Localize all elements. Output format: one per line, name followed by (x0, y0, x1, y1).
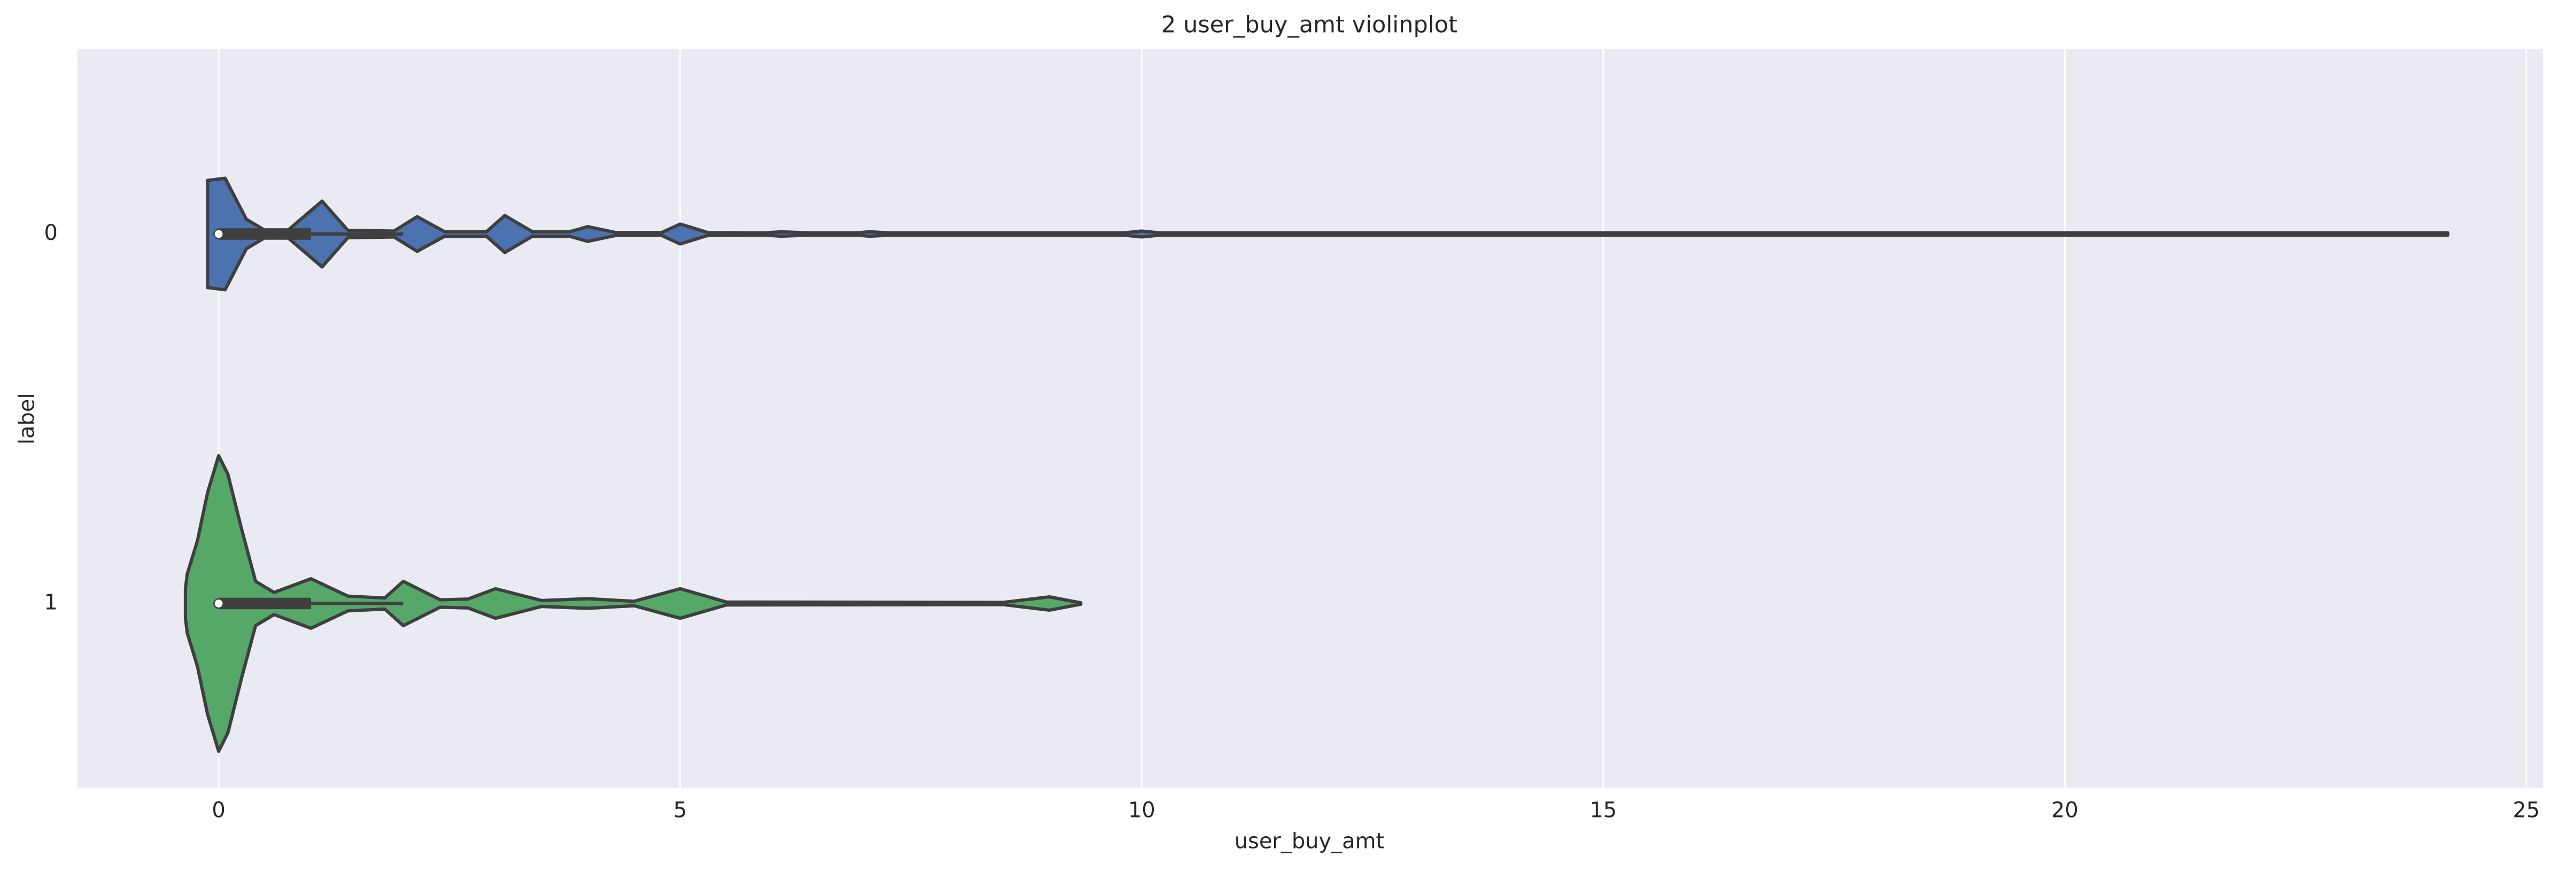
median (213, 229, 224, 239)
x-tick-label: 5 (673, 798, 687, 822)
x-tick-label: 25 (2513, 798, 2540, 822)
x-tick-label: 20 (2051, 798, 2078, 822)
y-axis-label: label (15, 393, 40, 445)
iqr-box (219, 597, 311, 610)
iqr-box (219, 228, 311, 240)
plot-area (77, 49, 2543, 789)
x-tick-label: 0 (212, 798, 225, 822)
x-tick-label: 10 (1128, 798, 1155, 822)
y-tick-label: 1 (44, 590, 58, 614)
chart-title: 2 user_buy_amt violinplot (1161, 12, 1457, 38)
y-tick-label: 0 (44, 221, 58, 245)
violin (183, 454, 1083, 753)
violin (206, 176, 2450, 292)
x-axis-label: user_buy_amt (1235, 829, 1384, 854)
median (213, 598, 224, 609)
x-tick-label: 15 (1589, 798, 1617, 822)
